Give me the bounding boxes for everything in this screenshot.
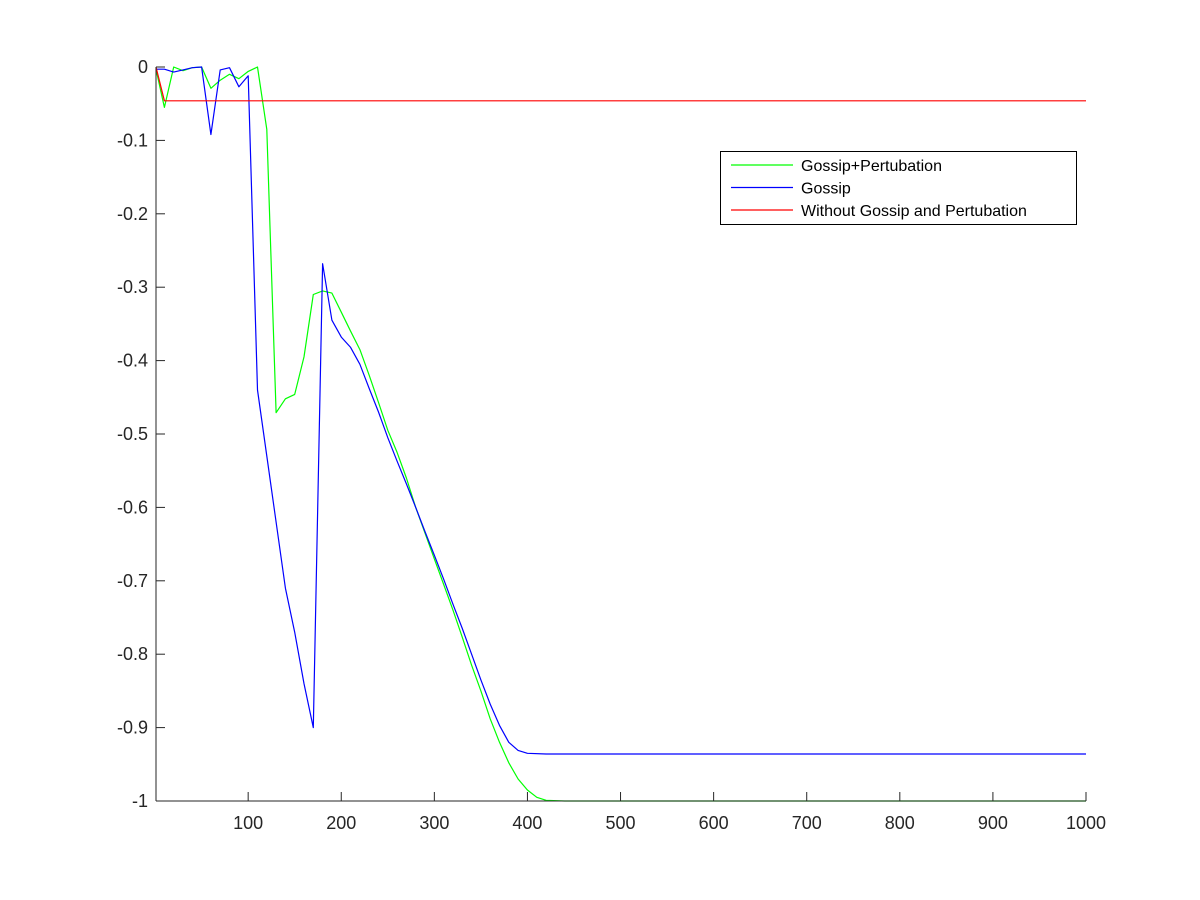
y-tick-label: -0.4 — [117, 351, 148, 371]
x-axis-ticks: 100 200 300 400 500 600 700 800 900 1000 — [233, 792, 1106, 833]
x-tick-label: 700 — [792, 813, 822, 833]
legend-label-2: Gossip — [801, 181, 851, 198]
x-tick-label: 600 — [699, 813, 729, 833]
series-line-3 — [155, 66, 1086, 102]
legend-label-3: Without Gossip and Pertubation — [801, 203, 1027, 220]
x-tick-label: 200 — [326, 813, 356, 833]
legend-entries: Gossip+Pertubation Gossip Without Gossip a… — [731, 158, 1027, 220]
series-line-2 — [156, 66, 1086, 755]
x-tick-label: 900 — [978, 813, 1008, 833]
x-tick-label: 1000 — [1066, 813, 1106, 833]
x-tick-label: 500 — [606, 813, 636, 833]
y-tick-label: -0.6 — [117, 497, 148, 517]
y-tick-label: -0.7 — [117, 571, 148, 591]
series-line-1 — [155, 66, 1086, 802]
x-tick-label: 300 — [419, 813, 449, 833]
y-axis-ticks: 0 -0.1 -0.2 -0.3 -0.4 -0.5 -0.6 -0.7 -0.8 -0.9 -1 — [117, 57, 165, 811]
y-tick-label: -0.5 — [117, 424, 148, 444]
x-tick-label: 400 — [512, 813, 542, 833]
y-tick-label: -1 — [132, 791, 148, 811]
y-tick-label: -0.1 — [117, 130, 148, 150]
series-layer — [155, 66, 1086, 802]
x-tick-label: 100 — [233, 813, 263, 833]
legend-label-1: Gossip+Pertubation — [801, 158, 942, 175]
y-tick-label: -0.2 — [117, 204, 148, 224]
y-tick-label: -0.9 — [117, 718, 148, 738]
y-tick-label: 0 — [138, 57, 148, 77]
y-tick-label: -0.8 — [117, 644, 148, 664]
legend: Gossip+Pertubation Gossip Without Gossip a… — [720, 151, 1077, 225]
y-tick-label: -0.3 — [117, 277, 148, 297]
x-tick-label: 800 — [885, 813, 915, 833]
